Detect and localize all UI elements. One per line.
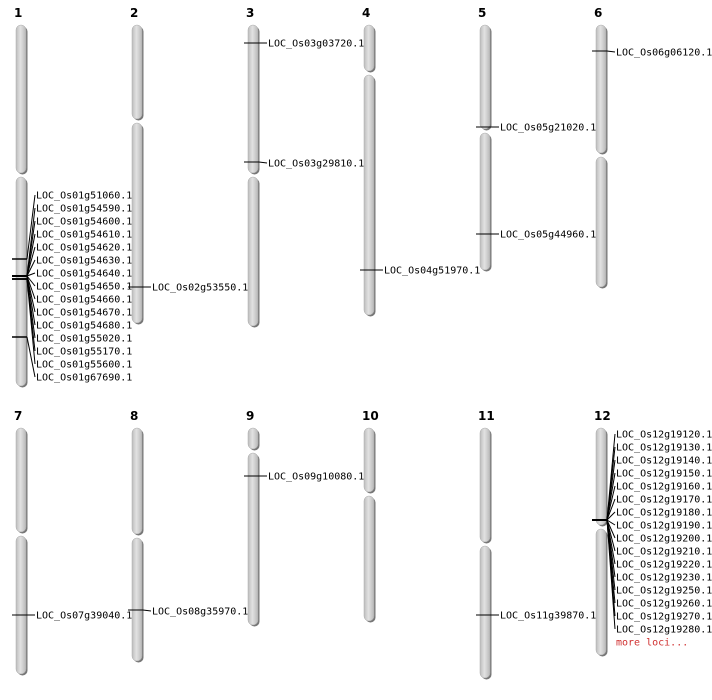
locus-label: LOC_Os03g29810.1 xyxy=(268,159,364,170)
more-loci-link[interactable]: more loci... xyxy=(616,638,688,649)
locus-connector xyxy=(26,275,36,326)
chromosome-number-5: 5 xyxy=(478,6,486,20)
locus-label: LOC_Os12g19260.1 xyxy=(616,599,712,610)
chromosome-p-arm xyxy=(479,24,491,130)
locus-label: LOC_Os12g19120.1 xyxy=(616,430,712,441)
chromosome-number-8: 8 xyxy=(130,409,138,423)
chromosome-q-arm xyxy=(595,156,607,288)
chromosome-p-arm xyxy=(247,427,259,450)
locus-label: LOC_Os01g51060.1 xyxy=(36,191,132,202)
locus-label: LOC_Os12g19150.1 xyxy=(616,469,712,480)
chromosome-number-10: 10 xyxy=(362,409,379,423)
locus-label: LOC_Os01g54610.1 xyxy=(36,230,132,241)
chromosome-p-arm xyxy=(15,427,27,533)
chromosome-p-arm xyxy=(595,427,607,526)
chromosome-q-arm xyxy=(247,176,259,327)
locus-label: LOC_Os02g53550.1 xyxy=(152,283,248,294)
chromosome-q-arm xyxy=(363,495,375,622)
locus-label: LOC_Os12g19160.1 xyxy=(616,482,712,493)
locus-connector xyxy=(258,161,268,164)
locus-label: LOC_Os12g19170.1 xyxy=(616,495,712,506)
chromosome-p-arm xyxy=(15,24,27,174)
chromosome-p-arm xyxy=(363,24,375,72)
chromosome-q-arm xyxy=(479,132,491,271)
chromosome-number-2: 2 xyxy=(130,6,138,20)
locus-label: LOC_Os01g54620.1 xyxy=(36,243,132,254)
locus-label: LOC_Os08g35970.1 xyxy=(152,607,248,618)
locus-label: LOC_Os01g54670.1 xyxy=(36,308,132,319)
chromosome-p-arm xyxy=(131,24,143,120)
chromosome-q-arm xyxy=(131,122,143,324)
chromosome-q-arm xyxy=(595,528,607,656)
locus-label: LOC_Os12g19280.1 xyxy=(616,625,712,636)
chromosome-q-arm xyxy=(363,74,375,316)
locus-label: LOC_Os07g39040.1 xyxy=(36,611,132,622)
locus-connector xyxy=(606,519,616,630)
locus-label: LOC_Os01g54680.1 xyxy=(36,321,132,332)
locus-connector xyxy=(606,511,616,521)
locus-connector xyxy=(606,519,616,539)
chromosome-q-arm xyxy=(479,545,491,679)
locus-label: LOC_Os12g19230.1 xyxy=(616,573,712,584)
chromosome-p-arm xyxy=(479,427,491,543)
locus-connector xyxy=(26,246,36,277)
locus-label: LOC_Os05g44960.1 xyxy=(500,230,596,241)
chromosome-q-arm xyxy=(15,176,27,387)
chromosome-number-3: 3 xyxy=(246,6,254,20)
locus-connector xyxy=(26,275,36,287)
locus-connector xyxy=(606,498,616,521)
locus-label: LOC_Os01g54630.1 xyxy=(36,256,132,267)
locus-connector xyxy=(26,259,36,277)
locus-connector xyxy=(606,519,616,526)
locus-label: LOC_Os01g54660.1 xyxy=(36,295,132,306)
locus-label: LOC_Os04g51970.1 xyxy=(384,266,480,277)
locus-label: LOC_Os12g19250.1 xyxy=(616,586,712,597)
chromosome-p-arm xyxy=(363,427,375,493)
locus-label: LOC_Os12g19220.1 xyxy=(616,560,712,571)
chromosome-q-arm xyxy=(15,535,27,675)
chromosome-number-4: 4 xyxy=(362,6,370,20)
chromosome-p-arm xyxy=(131,427,143,535)
locus-label: LOC_Os12g19190.1 xyxy=(616,521,712,532)
chromosome-q-arm xyxy=(247,452,259,626)
locus-label: LOC_Os01g55170.1 xyxy=(36,347,132,358)
locus-label: LOC_Os12g19140.1 xyxy=(616,456,712,467)
locus-label: LOC_Os11g39870.1 xyxy=(500,611,596,622)
locus-connector xyxy=(606,50,616,53)
locus-connector xyxy=(26,233,36,277)
locus-connector xyxy=(26,336,36,378)
chromosome-number-6: 6 xyxy=(594,6,602,20)
chromosome-number-1: 1 xyxy=(14,6,22,20)
locus-label: LOC_Os01g54600.1 xyxy=(36,217,132,228)
chromosome-number-7: 7 xyxy=(14,409,22,423)
locus-label: LOC_Os01g55020.1 xyxy=(36,334,132,345)
locus-label: LOC_Os01g67690.1 xyxy=(36,373,132,384)
locus-label: LOC_Os12g19200.1 xyxy=(616,534,712,545)
locus-label: LOC_Os09g10080.1 xyxy=(268,472,364,483)
chromosome-number-12: 12 xyxy=(594,409,611,423)
locus-connector xyxy=(26,272,36,277)
locus-label: LOC_Os01g54650.1 xyxy=(36,282,132,293)
chromosome-p-arm xyxy=(595,24,607,154)
locus-label: LOC_Os12g19180.1 xyxy=(616,508,712,519)
locus-connector xyxy=(142,609,152,612)
chromosome-number-9: 9 xyxy=(246,409,254,423)
chromosome-q-arm xyxy=(131,537,143,662)
locus-label: LOC_Os01g55600.1 xyxy=(36,360,132,371)
chromosome-p-arm xyxy=(247,24,259,174)
chromosome-number-11: 11 xyxy=(478,409,495,423)
locus-connector xyxy=(606,485,616,521)
locus-connector xyxy=(26,278,36,365)
locus-label: LOC_Os01g54590.1 xyxy=(36,204,132,215)
locus-label: LOC_Os06g06120.1 xyxy=(616,48,712,59)
locus-label: LOC_Os03g03720.1 xyxy=(268,39,364,50)
locus-label: LOC_Os12g19270.1 xyxy=(616,612,712,623)
locus-label: LOC_Os01g54640.1 xyxy=(36,269,132,280)
locus-label: LOC_Os12g19130.1 xyxy=(616,443,712,454)
locus-label: LOC_Os05g21020.1 xyxy=(500,123,596,134)
locus-connector xyxy=(26,194,36,260)
locus-label: LOC_Os12g19210.1 xyxy=(616,547,712,558)
